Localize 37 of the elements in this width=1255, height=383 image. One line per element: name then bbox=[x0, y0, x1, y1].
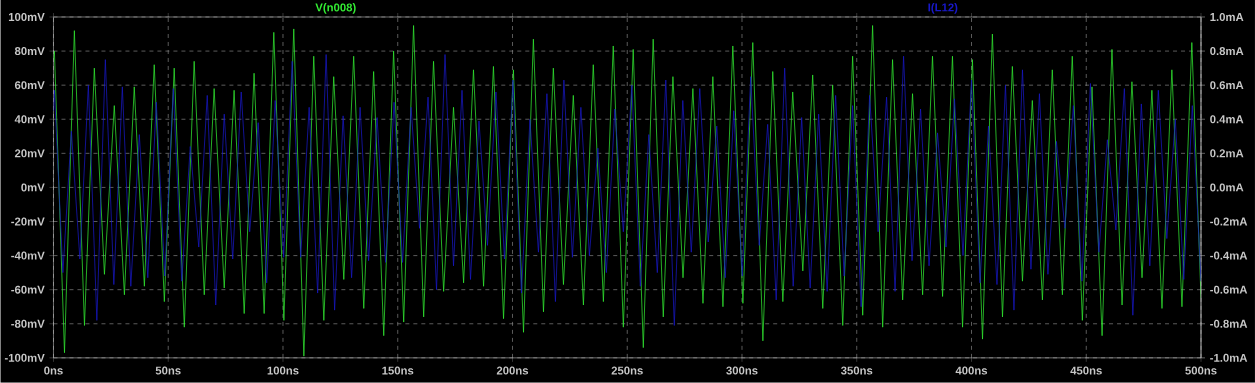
x-tick-label: 50ns bbox=[155, 366, 181, 375]
y2-tick-label: 0.0mA bbox=[1210, 183, 1244, 192]
y-tick-label: 60mV bbox=[14, 81, 45, 90]
y2-tick-label: -0.4mA bbox=[1210, 251, 1248, 260]
x-tick-label: 300ns bbox=[726, 366, 758, 375]
y-tick-label: 100mV bbox=[8, 13, 45, 22]
line-series bbox=[53, 54, 1202, 326]
y-tick-label: -60mV bbox=[11, 285, 45, 294]
y-tick-label: -40mV bbox=[11, 251, 45, 260]
x-tick-label: 350ns bbox=[840, 366, 873, 375]
x-tick-label: 150ns bbox=[382, 366, 414, 375]
y-tick-label: -100mV bbox=[4, 353, 45, 362]
text: V(n008) bbox=[315, 3, 356, 14]
x-tick-label: 400ns bbox=[955, 366, 988, 375]
x-tick-label: 200ns bbox=[496, 366, 529, 375]
y2-tick-label: -0.6mA bbox=[1210, 285, 1248, 294]
y2-tick-label: 0.4mA bbox=[1210, 115, 1244, 124]
y2-tick-label: 0.8mA bbox=[1210, 47, 1244, 56]
text: I(L12) bbox=[928, 3, 958, 14]
y-tick-label: 40mV bbox=[14, 115, 45, 124]
x-tick-label: 500ns bbox=[1185, 366, 1217, 375]
y-tick-label: 80mV bbox=[14, 47, 45, 56]
y2-tick-label: -1.0mA bbox=[1210, 353, 1248, 362]
x-tick-label: 250ns bbox=[611, 366, 643, 375]
y-tick-label: 20mV bbox=[14, 149, 45, 158]
x-tick-label: 450ns bbox=[1070, 366, 1102, 375]
y2-tick-label: 0.6mA bbox=[1210, 81, 1244, 90]
y2-tick-label: -0.2mA bbox=[1210, 217, 1248, 226]
y-tick-label: -80mV bbox=[11, 319, 45, 328]
y2-tick-label: -0.8mA bbox=[1210, 319, 1248, 328]
y-tick-label: 0mV bbox=[21, 183, 45, 192]
y2-tick-label: 0.2mA bbox=[1210, 149, 1244, 158]
line-series bbox=[53, 25, 1202, 357]
y-tick-label: -20mV bbox=[11, 217, 45, 226]
y2-tick-label: 1.0mA bbox=[1210, 13, 1244, 22]
x-tick-label: 0ns bbox=[44, 366, 63, 375]
x-tick-label: 100ns bbox=[267, 366, 299, 375]
